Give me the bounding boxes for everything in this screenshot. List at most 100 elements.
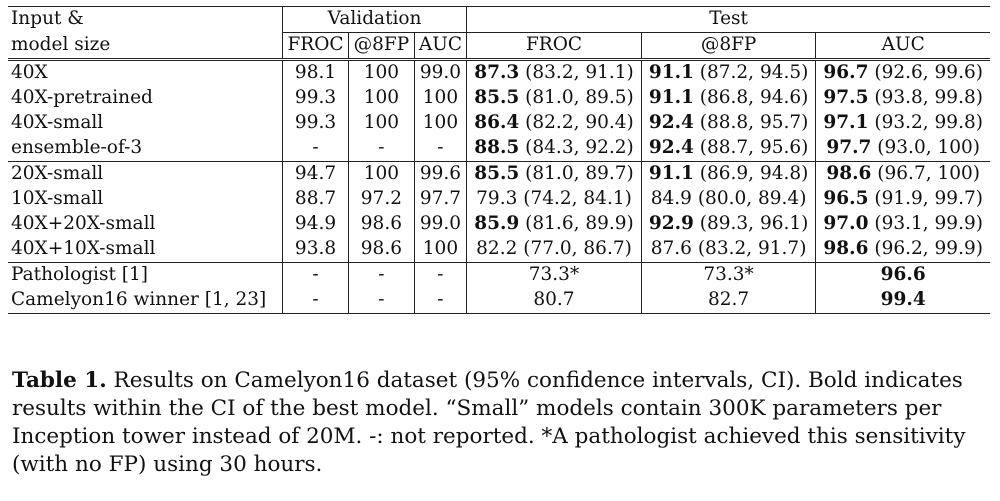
test-cell: 97.0 (93.1, 99.9) <box>816 212 990 237</box>
caption-text: Results on Camelyon16 dataset (95% confi… <box>12 368 966 477</box>
val-cell: 100 <box>422 112 459 133</box>
test-value: 98.6 <box>823 238 869 259</box>
val-cell: 99.6 <box>414 161 467 187</box>
test-value: 85.5 <box>474 163 520 184</box>
test-cell: 82.7 <box>641 288 817 314</box>
val-cell: 88.7 <box>282 187 350 212</box>
test-cell: 96.7 (92.6, 99.6) <box>815 58 990 86</box>
val-cell: - <box>414 288 467 314</box>
val-cell: 99.3 <box>282 111 350 136</box>
test-ci: (81.0, 89.5) <box>519 87 634 108</box>
val-cell: 97.2 <box>348 187 415 212</box>
test-ci: (93.2, 99.8) <box>868 112 983 133</box>
test-value: 80.7 <box>533 289 575 310</box>
test-value: 87.6 <box>650 238 692 259</box>
val-cell: 94.7 <box>282 161 350 187</box>
test-cell: 92.4 (88.8, 95.7) <box>641 111 817 136</box>
test-cell: 99.4 <box>815 288 990 314</box>
val-cell: - <box>348 288 415 314</box>
test-value: 92.4 <box>648 137 694 158</box>
row-model-name: 10X-small <box>8 187 283 212</box>
test-cell: 97.1 (93.2, 99.8) <box>816 111 990 136</box>
val-cell: 100 <box>348 161 415 187</box>
row-model-name: Camelyon16 winner [1, 23] <box>8 288 283 314</box>
val-cell: 98.6 <box>348 237 415 263</box>
header-model-size: model size <box>8 32 283 60</box>
test-cell: 92.9 (89.3, 96.1) <box>641 212 817 237</box>
test-value: 88.5 <box>474 137 520 158</box>
header-val-8fp: @8FP <box>348 32 415 60</box>
val-cell: 98.1 <box>282 58 350 86</box>
test-value: 97.5 <box>823 87 869 108</box>
test-ci: (88.7, 95.6) <box>693 137 809 158</box>
val-cell: 99.0 <box>414 58 467 86</box>
test-value: 85.9 <box>474 213 520 234</box>
test-ci: (74.2, 84.1) <box>517 188 632 209</box>
table-caption: Table 1. Results on Camelyon16 dataset (… <box>12 367 987 479</box>
table-row: 40X-pretrained 99.3 100 100 85.5 (81.0, 89.5… <box>8 86 990 111</box>
val-cell: 97.7 <box>419 188 462 209</box>
val-cell: - <box>348 262 415 288</box>
caption-label: Table 1. <box>12 368 107 393</box>
test-ci: (92.6, 99.6) <box>868 62 983 83</box>
test-ci: (86.8, 94.6) <box>693 87 809 108</box>
test-cell: 85.5 (81.0, 89.7) <box>466 161 642 187</box>
test-cell: 91.1 (86.9, 94.8) <box>641 161 817 187</box>
table-row: 40X 98.1 100 99.0 87.3 (83.2, 91.1) 91.1 (87.… <box>8 58 990 86</box>
test-cell: 91.1 (86.8, 94.6) <box>641 86 817 111</box>
row-model-name: 40X+20X-small <box>8 212 283 237</box>
table-row: ensemble-of-3- - -88.5 (84.3, 92.2) 92.4 (8… <box>8 136 990 162</box>
val-cell: - <box>437 137 444 158</box>
test-ci: (84.3, 92.2) <box>519 137 634 158</box>
test-value: 73.3* <box>528 264 580 285</box>
val-cell: - <box>282 262 350 288</box>
test-value: 97.1 <box>823 112 869 133</box>
header-test-8fp: @8FP <box>641 32 817 60</box>
header-test: Test <box>466 6 990 33</box>
test-cell: 85.9 (81.6, 89.9) <box>466 212 642 237</box>
test-value: 91.1 <box>648 62 694 83</box>
test-ci: (88.8, 95.7) <box>693 112 809 133</box>
test-cell: 91.1 (87.2, 94.5) <box>641 58 817 86</box>
table-body: 40X 98.1 100 99.0 87.3 (83.2, 91.1) 91.1 (87.… <box>8 58 990 314</box>
header-test-froc: FROC <box>466 32 642 60</box>
test-value: 91.1 <box>648 87 694 108</box>
test-cell: 84.9 (80.0, 89.4) <box>641 187 817 212</box>
test-value: 79.3 <box>476 188 518 209</box>
test-value: 98.6 <box>826 163 872 184</box>
row-model-name: 40X-small <box>8 111 283 136</box>
test-cell: 86.4 (82.2, 90.4) <box>466 111 642 136</box>
test-value: 92.4 <box>648 112 694 133</box>
val-cell: 100 <box>348 86 415 111</box>
val-cell: - <box>282 288 350 314</box>
test-cell: 87.6 (83.2, 91.7) <box>641 237 817 263</box>
test-ci: (86.9, 94.8) <box>693 163 809 184</box>
test-ci: (93.0, 100) <box>871 137 981 158</box>
test-cell: 98.6 (96.7, 100) <box>815 161 990 187</box>
test-value: 96.5 <box>823 188 869 209</box>
test-value: 86.4 <box>474 112 520 133</box>
test-ci: (96.2, 99.9) <box>868 238 983 259</box>
table-row: 40X-small 99.3 100 100 86.4 (82.2, 90.4) 92.4… <box>8 111 990 136</box>
header-val-froc: FROC <box>282 32 350 60</box>
table-row: 20X-small 94.7 100 99.6 85.5 (81.0, 89.7) 91.… <box>8 161 990 187</box>
test-value: 87.3 <box>474 62 520 83</box>
row-model-name: Pathologist [1] <box>8 262 283 288</box>
header-val-auc: AUC <box>418 34 462 55</box>
row-model-name: 40X+10X-small <box>8 237 283 263</box>
test-value: 92.9 <box>648 213 694 234</box>
test-cell: 92.4 (88.7, 95.6) <box>641 136 817 162</box>
test-ci: (81.6, 89.9) <box>519 213 634 234</box>
test-ci: (93.8, 99.8) <box>868 87 983 108</box>
val-cell: 93.8 <box>282 237 350 263</box>
header-validation: Validation <box>282 6 467 33</box>
val-cell: 100 <box>422 87 459 108</box>
test-ci: (96.7, 100) <box>871 163 981 184</box>
val-cell: 100 <box>422 238 459 259</box>
test-cell: 96.5 (91.9, 99.7) <box>816 187 990 212</box>
test-value: 84.9 <box>650 188 692 209</box>
test-value: 99.4 <box>880 289 926 310</box>
test-ci: (83.2, 91.1) <box>519 62 634 83</box>
test-value: 91.1 <box>648 163 694 184</box>
val-cell: 99.0 <box>419 213 462 234</box>
